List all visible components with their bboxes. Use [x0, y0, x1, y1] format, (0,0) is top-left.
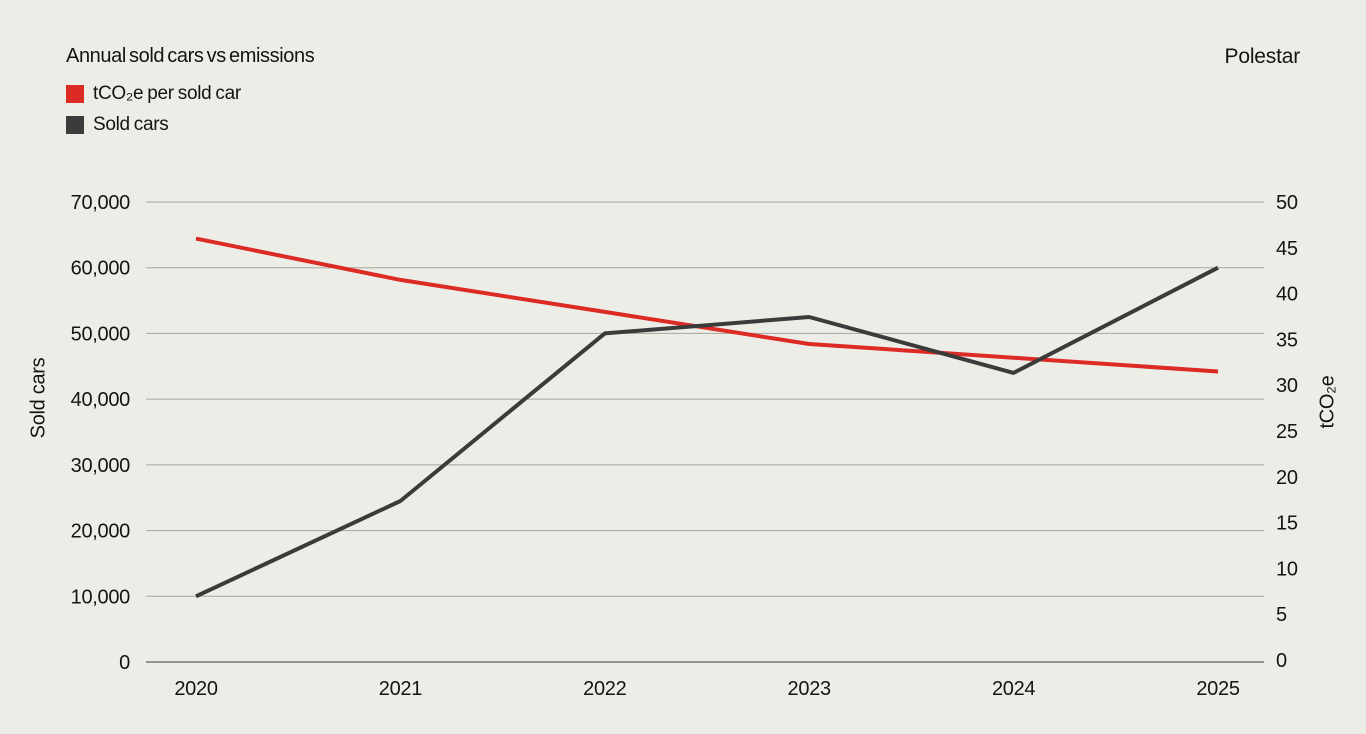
x-axis-tick-label: 2020: [174, 678, 217, 700]
legend: tCO₂e per sold car Sold cars: [66, 83, 241, 146]
y-axis-tick-label-right: 30: [1276, 375, 1298, 397]
x-axis-tick-label: 2024: [992, 678, 1035, 700]
y-axis-tick-label-left: 50,000: [71, 323, 131, 345]
y-axis-tick-label-right: 10: [1276, 558, 1298, 580]
y-axis-tick-label-right: 25: [1276, 421, 1298, 443]
y-axis-tick-label-right: 15: [1276, 513, 1298, 535]
x-axis-tick-label: 2023: [788, 678, 831, 700]
y-axis-tick-label-left: 10,000: [71, 586, 131, 608]
y-axis-tick-label-left: 20,000: [71, 521, 131, 543]
legend-item-sold-cars: Sold cars: [66, 114, 241, 135]
brand-logo-text: Polestar: [1224, 45, 1301, 68]
y-axis-tick-label-right: 5: [1276, 604, 1287, 626]
x-axis-tick-label: 2022: [583, 678, 626, 700]
legend-item-emissions: tCO₂e per sold car: [66, 83, 241, 104]
series-line-sold-cars: [195, 265, 1219, 599]
y-axis-tick-label-right: 40: [1276, 284, 1298, 306]
legend-swatch-emissions-icon: [66, 85, 84, 103]
legend-label-sold-cars: Sold cars: [93, 114, 169, 135]
y-axis-tick-label-right: 35: [1276, 329, 1298, 351]
series-line-emissions: [195, 236, 1219, 374]
y-axis-tick-label-left: 30,000: [71, 455, 131, 477]
x-axis-tick-label: 2021: [379, 678, 422, 700]
y-axis-tick-label-right: 50: [1276, 192, 1298, 214]
x-axis-tick-label: 2025: [1196, 678, 1239, 700]
y-axis-tick-label-left: 0: [119, 652, 130, 674]
legend-swatch-sold-cars-icon: [66, 116, 84, 134]
y-axis-tick-label-right: 45: [1276, 238, 1298, 260]
chart-title: Annual sold cars vs emissions: [66, 45, 315, 67]
y-axis-tick-label-right: 0: [1276, 650, 1287, 672]
legend-label-emissions: tCO₂e per sold car: [93, 83, 241, 104]
y-axis-tick-label-left: 70,000: [71, 192, 131, 214]
y-axis-tick-label-left: 60,000: [71, 258, 131, 280]
y-axis-tick-label-left: 40,000: [71, 389, 131, 411]
y-axis-tick-label-right: 20: [1276, 467, 1298, 489]
